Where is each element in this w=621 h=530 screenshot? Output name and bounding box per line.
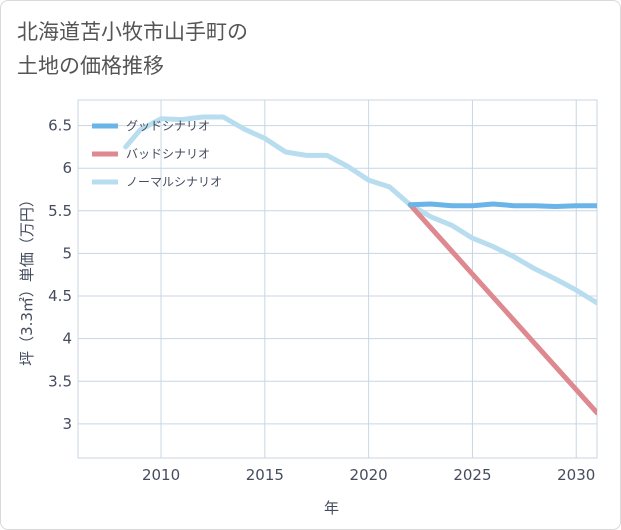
x-tick-label: 2020 — [350, 466, 388, 484]
y-tick-label: 5.5 — [48, 202, 72, 220]
series-line-1 — [407, 202, 597, 416]
title-line-1: 北海道苫小牧市山手町の — [17, 20, 248, 44]
chart-title: 北海道苫小牧市山手町の 土地の価格推移 — [17, 15, 437, 83]
y-tick-label: 6 — [62, 159, 72, 177]
y-axis-label: 坪（3.3㎡）単価（万円） — [18, 192, 36, 366]
x-tick-label: 2030 — [557, 466, 595, 484]
x-tick-label: 2015 — [246, 466, 284, 484]
series-line-2 — [123, 114, 597, 306]
x-axis-label: 年 — [324, 499, 339, 517]
legend-label-2: ノーマルシナリオ — [126, 175, 222, 189]
x-tick-label: 2025 — [453, 466, 491, 484]
x-tick-label: 2010 — [142, 466, 180, 484]
y-tick-label: 3 — [62, 415, 72, 433]
legend-label-1: バッドシナリオ — [126, 147, 210, 161]
y-tick-label: 4 — [62, 330, 72, 348]
legend-label-0: グッドシナリオ — [126, 119, 210, 133]
y-tick-label: 3.5 — [48, 372, 72, 390]
y-tick-label: 5 — [62, 244, 72, 262]
title-line-2: 土地の価格推移 — [17, 54, 164, 78]
y-tick-label: 6.5 — [48, 117, 72, 135]
plot-frame — [77, 99, 598, 459]
y-tick-label: 4.5 — [48, 287, 72, 305]
series-line-0 — [407, 201, 597, 209]
